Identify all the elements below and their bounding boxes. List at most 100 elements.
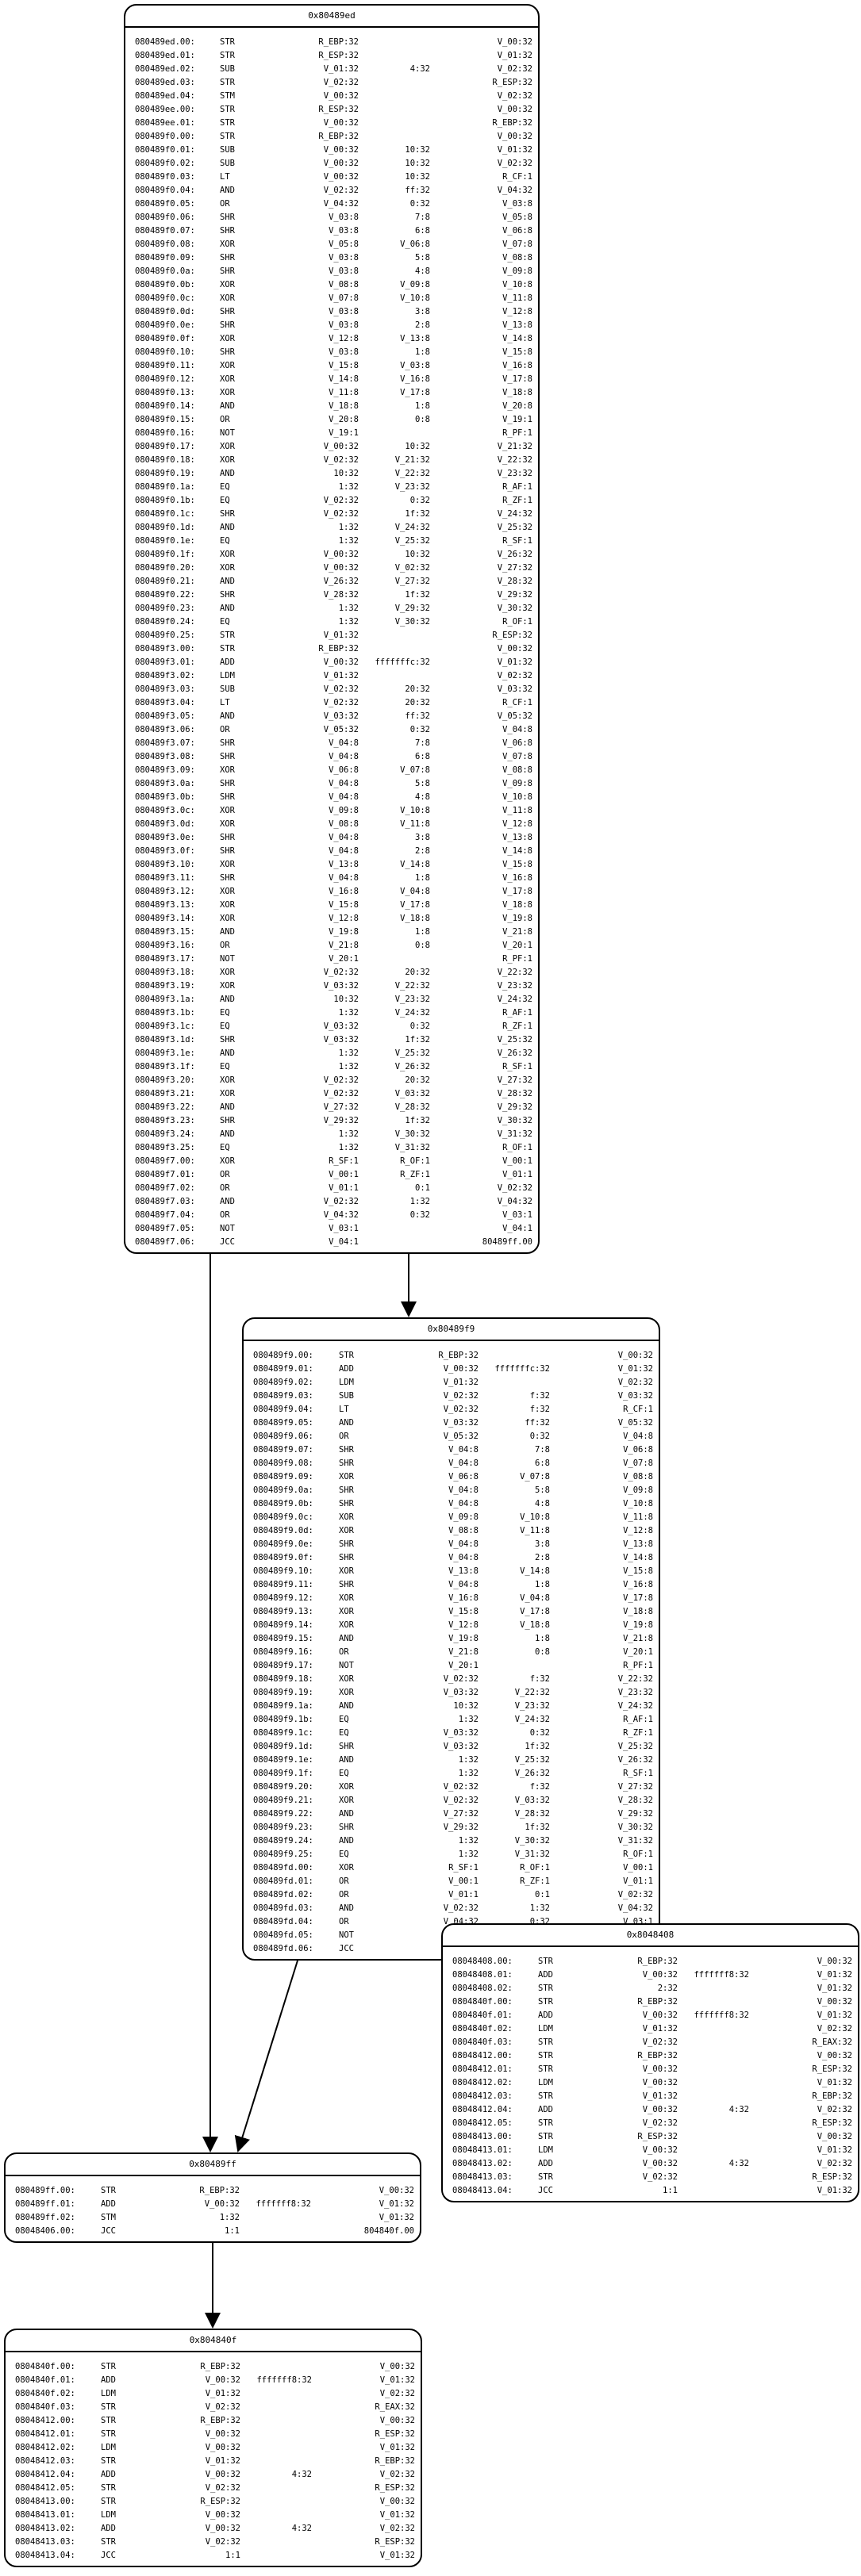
instruction-operand-2: V_26:32 xyxy=(394,1062,430,1071)
instruction-row: 080489f3.20: XOR V_02:32 20:32 V_27:32 xyxy=(125,1074,538,1087)
instruction-opcode: SHR xyxy=(220,846,235,856)
instruction-destination: R_PF:1 xyxy=(502,954,532,964)
instruction-row: 08048408.01: ADD V_00:32 fffffff8:32 V_01:32 xyxy=(443,1968,858,1982)
instruction-row: 080489f0.23: AND 1:32 V_29:32 V_30:32 xyxy=(125,602,538,615)
instruction-operand-2: R_OF:1 xyxy=(400,1156,430,1166)
instruction-destination: V_16:8 xyxy=(623,1580,653,1589)
instruction-operand-1: V_01:1 xyxy=(329,1183,359,1193)
instruction-address: 080489f3.09: xyxy=(135,765,195,775)
instruction-destination: V_12:8 xyxy=(502,819,532,829)
instruction-operand-2: 6:8 xyxy=(415,226,430,236)
instruction-operand-2: 6:8 xyxy=(535,1459,550,1468)
instruction-row: 080489f7.05: NOT V_03:1 V_04:1 xyxy=(125,1222,538,1236)
instruction-operand-2: 1:8 xyxy=(415,347,430,357)
instruction-address: 080489f0.24: xyxy=(135,617,195,627)
instruction-operand-1: V_19:8 xyxy=(448,1634,479,1643)
instruction-address: 080489f0.13: xyxy=(135,388,195,397)
instruction-operand-1: V_00:32 xyxy=(323,657,359,667)
instruction-opcode: XOR xyxy=(220,550,235,559)
instruction-row: 08048412.01: STR V_00:32 R_ESP:32 xyxy=(443,2063,858,2076)
instruction-row: 080489f9.11: SHR V_04:8 1:8 V_16:8 xyxy=(244,1578,659,1592)
instruction-operand-1: V_00:32 xyxy=(642,2159,678,2168)
instruction-operand-2: 10:32 xyxy=(405,145,430,155)
code-block-b1[interactable]: 0x80489ed 080489ed.00: STR R_EBP:32 V_00:32 0… xyxy=(124,4,540,1254)
instruction-destination: R_EAX:32 xyxy=(375,2402,415,2412)
instruction-row: 080489f3.0a: SHR V_04:8 5:8 V_09:8 xyxy=(125,777,538,791)
instruction-row: 080489f0.07: SHR V_03:8 6:8 V_06:8 xyxy=(125,224,538,238)
code-block-b2[interactable]: 0x80489f9 080489f9.00: STR R_EBP:32 V_00:32 0… xyxy=(242,1317,660,1961)
instruction-row: 080489f3.07: SHR V_04:8 7:8 V_06:8 xyxy=(125,737,538,750)
instruction-operand-1: V_01:1 xyxy=(448,1890,479,1899)
instruction-operand-2: 0:8 xyxy=(415,941,430,950)
instruction-operand-1: V_03:8 xyxy=(329,320,359,330)
instruction-row: 080489f9.0f: SHR V_04:8 2:8 V_14:8 xyxy=(244,1551,659,1565)
instruction-opcode: SHR xyxy=(220,590,235,600)
instruction-row: 080489f3.09: XOR V_06:8 V_07:8 V_08:8 xyxy=(125,764,538,777)
instruction-destination: V_22:32 xyxy=(497,455,532,465)
instruction-operand-2: 4:32 xyxy=(409,64,430,74)
instruction-row: 080489f9.1d: SHR V_03:32 1f:32 V_25:32 xyxy=(244,1740,659,1754)
instruction-destination: V_15:8 xyxy=(623,1566,653,1576)
instruction-operand-2: 2:8 xyxy=(415,320,430,330)
code-block-b3[interactable]: 0x8048408 08048408.00: STR R_EBP:32 V_00:32 0… xyxy=(441,1923,859,2202)
instruction-destination: V_02:32 xyxy=(497,91,532,101)
instruction-operand-1: 1:32 xyxy=(338,617,359,627)
instruction-destination: V_09:8 xyxy=(502,266,532,276)
instruction-operand-1: V_03:1 xyxy=(329,1224,359,1233)
instruction-address: 080489f3.12: xyxy=(135,887,195,896)
instruction-opcode: XOR xyxy=(339,1526,354,1535)
instruction-operand-2: V_22:32 xyxy=(394,981,430,991)
instruction-address: 08048412.05: xyxy=(452,2118,513,2128)
instruction-destination: V_07:8 xyxy=(623,1459,653,1468)
instruction-destination: R_EBP:32 xyxy=(812,2091,852,2101)
instruction-address: 080489f9.14: xyxy=(253,1620,313,1630)
instruction-row: 080489f3.21: XOR V_02:32 V_03:32 V_28:32 xyxy=(125,1087,538,1101)
instruction-operand-1: V_12:8 xyxy=(329,334,359,343)
instruction-address: 080489f9.21: xyxy=(253,1796,313,1805)
instruction-address: 080489f9.07: xyxy=(253,1445,313,1455)
instruction-address: 0804840f.02: xyxy=(452,2024,513,2034)
instruction-operand-1: R_EBP:32 xyxy=(637,2051,678,2060)
instruction-opcode: SHR xyxy=(220,1116,235,1125)
instruction-destination: R_EAX:32 xyxy=(812,2037,852,2047)
instruction-destination: V_08:8 xyxy=(502,765,532,775)
instruction-operand-1: V_02:32 xyxy=(323,186,359,195)
code-block-b5[interactable]: 0x804840f 0804840f.00: STR R_EBP:32 V_00:32 0… xyxy=(4,2329,422,2567)
instruction-operand-2: 1:8 xyxy=(415,401,430,411)
instruction-opcode: SHR xyxy=(339,1742,354,1751)
code-block-b4[interactable]: 0x80489ff 080489ff.00: STR R_EBP:32 V_00:32 0… xyxy=(4,2152,421,2243)
instruction-destination: V_03:1 xyxy=(502,1210,532,1220)
instruction-row: 080489f0.09: SHR V_03:8 5:8 V_08:8 xyxy=(125,251,538,265)
instruction-opcode: XOR xyxy=(220,1156,235,1166)
instruction-opcode: EQ xyxy=(220,536,230,546)
instruction-opcode: AND xyxy=(339,1755,354,1765)
instruction-operand-1: V_00:32 xyxy=(205,2470,240,2479)
instruction-operand-2: V_18:8 xyxy=(400,914,430,923)
instruction-operand-1: V_02:32 xyxy=(443,1405,479,1414)
instruction-address: 080489f7.06: xyxy=(135,1237,195,1247)
instruction-destination: V_10:8 xyxy=(502,280,532,289)
instruction-address: 080489fd.01: xyxy=(253,1876,313,1886)
instruction-operand-1: 1:32 xyxy=(338,1062,359,1071)
instruction-address: 080489f7.05: xyxy=(135,1224,195,1233)
instruction-row: 080489f0.08: XOR V_05:8 V_06:8 V_07:8 xyxy=(125,238,538,251)
instruction-row: 080489f3.24: AND 1:32 V_30:32 V_31:32 xyxy=(125,1128,538,1141)
instruction-row: 080489f3.13: XOR V_15:8 V_17:8 V_18:8 xyxy=(125,899,538,912)
instruction-destination: V_17:8 xyxy=(502,374,532,384)
instruction-address: 08048412.01: xyxy=(452,2064,513,2074)
instruction-address: 080489f9.11: xyxy=(253,1580,313,1589)
instruction-address: 080489f9.1c: xyxy=(253,1728,313,1738)
instruction-row: 08048413.01: LDM V_00:32 V_01:32 xyxy=(443,2144,858,2157)
instruction-operand-1: V_01:32 xyxy=(323,671,359,680)
instruction-opcode: STR xyxy=(220,118,235,128)
instruction-opcode: SHR xyxy=(220,792,235,802)
instruction-address: 080489fd.00: xyxy=(253,1863,313,1873)
instruction-operand-2: 2:8 xyxy=(535,1553,550,1562)
instruction-operand-1: V_02:32 xyxy=(642,2037,678,2047)
instruction-row: 0804840f.02: LDM V_01:32 V_02:32 xyxy=(6,2387,421,2401)
instruction-row: 0804840f.01: ADD V_00:32 fffffff8:32 V_01:32 xyxy=(6,2374,421,2387)
instruction-destination: V_26:32 xyxy=(617,1755,653,1765)
instruction-operand-1: V_06:8 xyxy=(329,765,359,775)
instruction-row: 080489f9.0a: SHR V_04:8 5:8 V_09:8 xyxy=(244,1484,659,1497)
instruction-address: 08048408.01: xyxy=(452,1970,513,1980)
